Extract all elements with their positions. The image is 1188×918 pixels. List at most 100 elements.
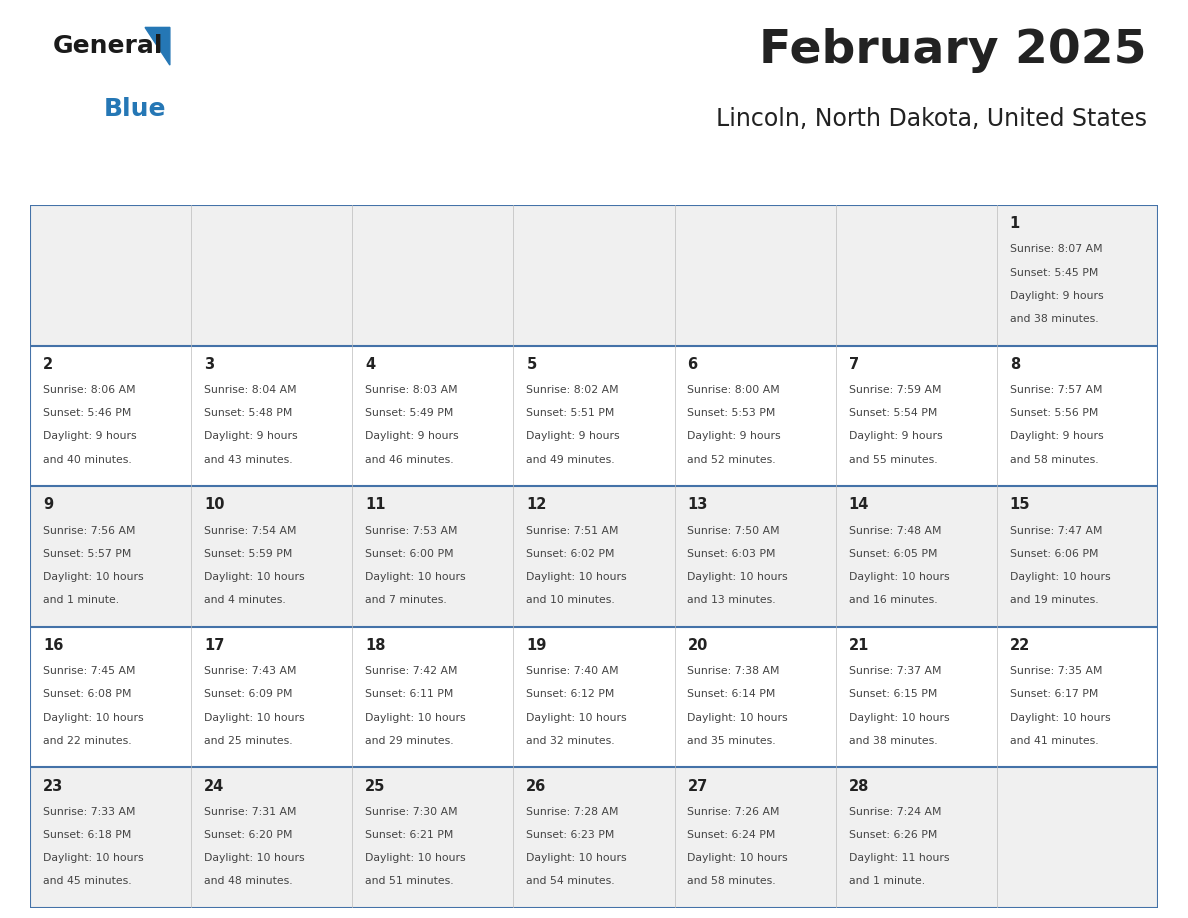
Text: Sunset: 6:09 PM: Sunset: 6:09 PM xyxy=(204,689,292,700)
Text: 28: 28 xyxy=(848,778,868,794)
Text: Thursday: Thursday xyxy=(694,176,773,192)
Text: 17: 17 xyxy=(204,638,225,653)
Text: 19: 19 xyxy=(526,638,546,653)
Bar xyxy=(30,345,1158,487)
Text: Friday: Friday xyxy=(855,176,908,192)
Text: Sunset: 6:17 PM: Sunset: 6:17 PM xyxy=(1010,689,1098,700)
Text: Sunrise: 7:48 AM: Sunrise: 7:48 AM xyxy=(848,526,941,535)
Text: and 43 minutes.: and 43 minutes. xyxy=(204,454,292,465)
Text: Monday: Monday xyxy=(210,176,278,192)
Text: Sunset: 6:02 PM: Sunset: 6:02 PM xyxy=(526,549,615,559)
Text: and 38 minutes.: and 38 minutes. xyxy=(1010,314,1099,324)
Text: Daylight: 10 hours: Daylight: 10 hours xyxy=(204,853,304,863)
Text: Sunset: 6:26 PM: Sunset: 6:26 PM xyxy=(848,830,937,840)
Text: and 19 minutes.: and 19 minutes. xyxy=(1010,595,1099,605)
Text: Sunset: 5:56 PM: Sunset: 5:56 PM xyxy=(1010,409,1098,419)
Text: Daylight: 10 hours: Daylight: 10 hours xyxy=(526,853,627,863)
Text: 11: 11 xyxy=(365,498,386,512)
Text: Daylight: 10 hours: Daylight: 10 hours xyxy=(1010,572,1111,582)
Text: 2: 2 xyxy=(43,357,53,372)
Text: and 58 minutes.: and 58 minutes. xyxy=(1010,454,1099,465)
Text: Daylight: 11 hours: Daylight: 11 hours xyxy=(848,853,949,863)
Text: 18: 18 xyxy=(365,638,386,653)
Text: Daylight: 10 hours: Daylight: 10 hours xyxy=(1010,712,1111,722)
Text: Sunrise: 8:03 AM: Sunrise: 8:03 AM xyxy=(365,385,457,395)
Text: Daylight: 10 hours: Daylight: 10 hours xyxy=(204,712,304,722)
Text: Daylight: 9 hours: Daylight: 9 hours xyxy=(688,431,781,442)
Bar xyxy=(30,487,1158,627)
Text: Sunset: 5:59 PM: Sunset: 5:59 PM xyxy=(204,549,292,559)
Text: Sunset: 6:21 PM: Sunset: 6:21 PM xyxy=(365,830,454,840)
Text: Sunrise: 8:06 AM: Sunrise: 8:06 AM xyxy=(43,385,135,395)
Text: Sunset: 6:18 PM: Sunset: 6:18 PM xyxy=(43,830,131,840)
Text: Sunrise: 7:26 AM: Sunrise: 7:26 AM xyxy=(688,807,781,817)
Text: Sunset: 6:06 PM: Sunset: 6:06 PM xyxy=(1010,549,1098,559)
Text: Sunset: 6:24 PM: Sunset: 6:24 PM xyxy=(688,830,776,840)
Text: 13: 13 xyxy=(688,498,708,512)
Text: Sunrise: 7:33 AM: Sunrise: 7:33 AM xyxy=(43,807,135,817)
Text: and 32 minutes.: and 32 minutes. xyxy=(526,735,615,745)
Text: Sunset: 5:49 PM: Sunset: 5:49 PM xyxy=(365,409,454,419)
Text: Sunrise: 7:57 AM: Sunrise: 7:57 AM xyxy=(1010,385,1102,395)
Text: and 38 minutes.: and 38 minutes. xyxy=(848,735,937,745)
Text: February 2025: February 2025 xyxy=(759,28,1146,73)
Text: 10: 10 xyxy=(204,498,225,512)
Text: and 13 minutes.: and 13 minutes. xyxy=(688,595,776,605)
Text: Sunday: Sunday xyxy=(50,176,113,192)
Bar xyxy=(30,627,1158,767)
Text: Daylight: 10 hours: Daylight: 10 hours xyxy=(526,712,627,722)
Text: 20: 20 xyxy=(688,638,708,653)
Text: Daylight: 10 hours: Daylight: 10 hours xyxy=(365,853,466,863)
Text: Sunrise: 8:00 AM: Sunrise: 8:00 AM xyxy=(688,385,781,395)
Text: and 51 minutes.: and 51 minutes. xyxy=(365,877,454,887)
Text: and 45 minutes.: and 45 minutes. xyxy=(43,877,132,887)
Text: Sunrise: 7:59 AM: Sunrise: 7:59 AM xyxy=(848,385,941,395)
Text: Daylight: 9 hours: Daylight: 9 hours xyxy=(365,431,459,442)
Text: Sunrise: 7:31 AM: Sunrise: 7:31 AM xyxy=(204,807,297,817)
Text: Sunrise: 7:42 AM: Sunrise: 7:42 AM xyxy=(365,666,457,677)
Text: Wednesday: Wednesday xyxy=(532,176,631,192)
Text: 21: 21 xyxy=(848,638,868,653)
Text: Sunset: 5:46 PM: Sunset: 5:46 PM xyxy=(43,409,131,419)
Text: 15: 15 xyxy=(1010,498,1030,512)
Bar xyxy=(30,767,1158,908)
Text: Sunrise: 7:53 AM: Sunrise: 7:53 AM xyxy=(365,526,457,535)
Text: Daylight: 10 hours: Daylight: 10 hours xyxy=(365,712,466,722)
Text: Sunrise: 7:35 AM: Sunrise: 7:35 AM xyxy=(1010,666,1102,677)
Bar xyxy=(30,205,1158,345)
Text: Daylight: 9 hours: Daylight: 9 hours xyxy=(43,431,137,442)
Text: 25: 25 xyxy=(365,778,386,794)
Text: Saturday: Saturday xyxy=(1016,176,1094,192)
Text: 5: 5 xyxy=(526,357,537,372)
Text: 26: 26 xyxy=(526,778,546,794)
Text: 7: 7 xyxy=(848,357,859,372)
Text: Daylight: 10 hours: Daylight: 10 hours xyxy=(43,853,144,863)
Text: 16: 16 xyxy=(43,638,63,653)
Text: Daylight: 10 hours: Daylight: 10 hours xyxy=(688,572,788,582)
Text: and 58 minutes.: and 58 minutes. xyxy=(688,877,776,887)
Text: and 25 minutes.: and 25 minutes. xyxy=(204,735,292,745)
Text: and 4 minutes.: and 4 minutes. xyxy=(204,595,286,605)
Text: 9: 9 xyxy=(43,498,53,512)
Text: Tuesday: Tuesday xyxy=(372,176,442,192)
Text: 23: 23 xyxy=(43,778,63,794)
Text: Sunrise: 7:51 AM: Sunrise: 7:51 AM xyxy=(526,526,619,535)
Text: 4: 4 xyxy=(365,357,375,372)
Text: Sunset: 5:45 PM: Sunset: 5:45 PM xyxy=(1010,267,1098,277)
Text: 3: 3 xyxy=(204,357,214,372)
Text: General: General xyxy=(52,34,163,58)
Text: Sunrise: 7:37 AM: Sunrise: 7:37 AM xyxy=(848,666,941,677)
Text: Sunset: 6:11 PM: Sunset: 6:11 PM xyxy=(365,689,454,700)
Text: Blue: Blue xyxy=(103,96,166,120)
Text: Sunset: 5:57 PM: Sunset: 5:57 PM xyxy=(43,549,131,559)
Text: Sunset: 6:23 PM: Sunset: 6:23 PM xyxy=(526,830,614,840)
Text: Daylight: 9 hours: Daylight: 9 hours xyxy=(526,431,620,442)
Text: Daylight: 10 hours: Daylight: 10 hours xyxy=(526,572,627,582)
Text: Sunset: 6:15 PM: Sunset: 6:15 PM xyxy=(848,689,937,700)
Text: Sunrise: 7:38 AM: Sunrise: 7:38 AM xyxy=(688,666,781,677)
Text: Sunrise: 8:04 AM: Sunrise: 8:04 AM xyxy=(204,385,297,395)
Text: Daylight: 9 hours: Daylight: 9 hours xyxy=(848,431,942,442)
Text: Sunrise: 7:24 AM: Sunrise: 7:24 AM xyxy=(848,807,941,817)
Text: Daylight: 10 hours: Daylight: 10 hours xyxy=(204,572,304,582)
Text: 8: 8 xyxy=(1010,357,1020,372)
